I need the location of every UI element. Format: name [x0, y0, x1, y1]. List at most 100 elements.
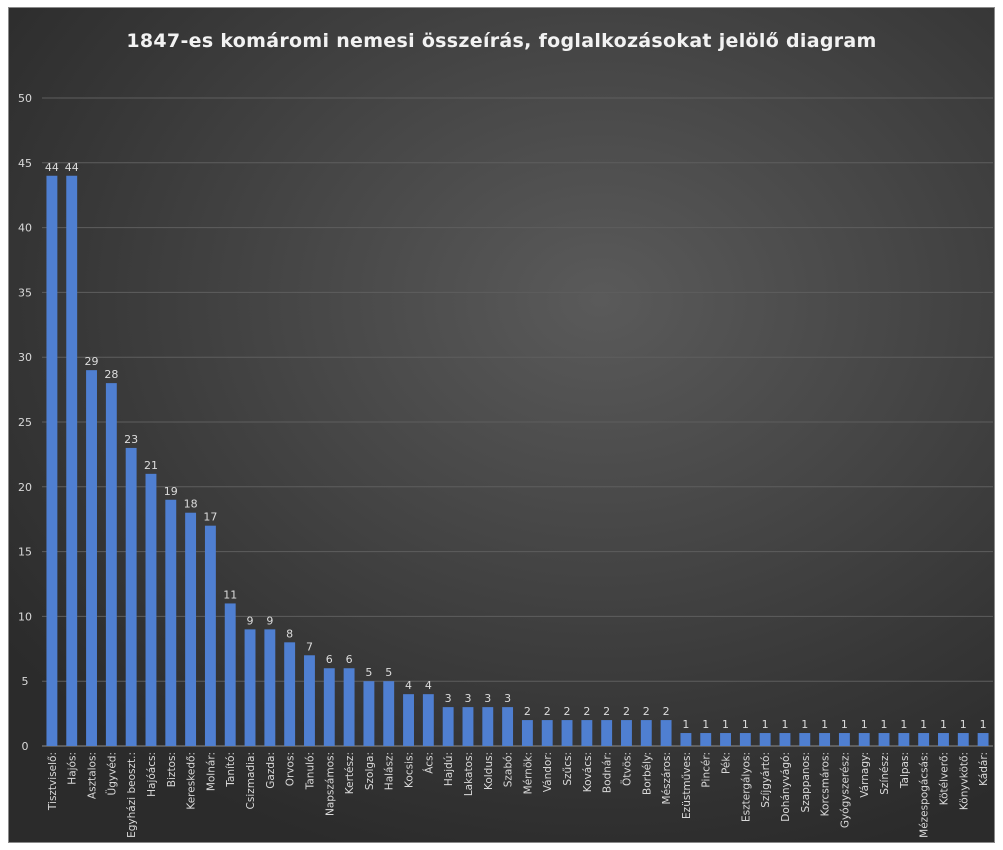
data-label: 44	[45, 161, 59, 174]
category-label: Pék:	[721, 752, 733, 774]
chart-title: 1847-es komáromi nemesi összeírás, fogla…	[126, 30, 877, 52]
category-label: Mézespogácsás:	[919, 752, 931, 838]
category-label: Dohányvágó:	[780, 752, 792, 822]
data-label: 18	[184, 498, 198, 511]
bar	[66, 175, 78, 746]
bar	[145, 473, 157, 746]
data-label: 4	[425, 679, 432, 692]
bar	[799, 733, 811, 746]
category-label: Egyházi beoszt.:	[126, 752, 138, 838]
bar	[660, 720, 672, 746]
bar	[779, 733, 791, 746]
category-label: Kovács:	[582, 752, 594, 792]
category-label: Kötélverő:	[938, 752, 950, 805]
bar	[838, 733, 850, 746]
bar	[284, 642, 296, 746]
y-tick-label: 45	[18, 157, 32, 170]
bar	[264, 629, 276, 746]
bar	[185, 512, 197, 746]
data-label: 1	[900, 718, 907, 731]
bar	[938, 733, 949, 746]
bar	[482, 707, 494, 746]
data-label: 17	[203, 511, 217, 524]
data-label: 7	[306, 640, 313, 653]
category-label: Tanító:	[225, 752, 237, 788]
category-label: Hajdú:	[443, 752, 455, 786]
category-label: Szappanos:	[800, 752, 812, 812]
y-tick-label: 35	[18, 286, 32, 299]
bar	[858, 733, 870, 746]
bar	[601, 720, 613, 746]
data-label: 6	[326, 653, 333, 666]
data-label: 2	[524, 705, 531, 718]
data-label: 3	[504, 692, 511, 705]
bar	[462, 707, 474, 746]
bar	[898, 733, 910, 746]
category-label: Pincér:	[701, 752, 713, 788]
data-label: 1	[682, 718, 689, 731]
bar	[640, 720, 652, 746]
data-label: 3	[484, 692, 491, 705]
data-label: 28	[104, 368, 118, 381]
category-label: Tanuló:	[304, 752, 316, 790]
category-label: Szabó:	[503, 752, 515, 787]
data-label: 2	[663, 705, 670, 718]
category-label: Ezüstműves:	[681, 752, 693, 819]
chart-frame: 1847-es komáromi nemesi összeírás, fogla…	[8, 7, 995, 843]
category-label: Asztalos:	[87, 752, 99, 799]
data-label: 1	[722, 718, 729, 731]
bar	[86, 370, 97, 746]
category-label: Talpas:	[899, 752, 911, 789]
y-tick-label: 40	[18, 222, 32, 235]
bar	[422, 694, 434, 746]
data-label: 8	[286, 627, 293, 640]
category-label: Tisztviselő:	[47, 752, 59, 811]
data-label: 4	[405, 679, 412, 692]
data-label: 1	[801, 718, 808, 731]
bar	[224, 603, 236, 746]
y-tick-label: 10	[18, 610, 32, 623]
data-label: 1	[920, 718, 927, 731]
category-label: Ötvös:	[620, 752, 633, 786]
data-label: 1	[821, 718, 828, 731]
data-label: 1	[841, 718, 848, 731]
data-label: 1	[881, 718, 888, 731]
category-label: Könyvkötő:	[958, 752, 970, 810]
category-label: Ügyvéd:	[105, 752, 118, 795]
category-label: Kereskedő:	[186, 752, 198, 810]
category-label: Halász:	[384, 752, 396, 790]
y-tick-label: 50	[18, 92, 32, 105]
bar	[502, 707, 514, 746]
y-tick-label: 0	[22, 740, 29, 753]
data-label: 3	[464, 692, 471, 705]
y-tick-label: 30	[18, 351, 32, 364]
category-label: Kádár:	[978, 752, 990, 786]
data-label: 1	[980, 718, 987, 731]
bar	[125, 447, 137, 746]
bar	[204, 525, 216, 746]
bar	[720, 733, 731, 746]
y-tick-label: 15	[18, 546, 32, 559]
bar	[403, 694, 414, 746]
category-label: Mérnök:	[522, 752, 534, 794]
bar	[46, 175, 58, 746]
bar	[977, 733, 989, 746]
data-label: 9	[266, 614, 273, 627]
data-label: 29	[85, 355, 99, 368]
bar	[561, 720, 573, 746]
bar	[621, 720, 632, 746]
gridlines	[42, 97, 993, 747]
category-label: Borbély:	[641, 752, 653, 795]
bar	[878, 733, 890, 746]
category-label: Gyógyszerész:	[839, 752, 851, 828]
category-label: Hajóács:	[146, 752, 158, 797]
bar	[918, 733, 930, 746]
bars	[46, 175, 989, 746]
data-label: 1	[742, 718, 749, 731]
data-label: 3	[445, 692, 452, 705]
data-label: 19	[164, 485, 178, 498]
data-label: 2	[564, 705, 571, 718]
category-label: Napszámos:	[324, 752, 336, 816]
y-axis-ticks: 0 5 10 15 20 25 30 35 40 45 50	[18, 92, 32, 753]
